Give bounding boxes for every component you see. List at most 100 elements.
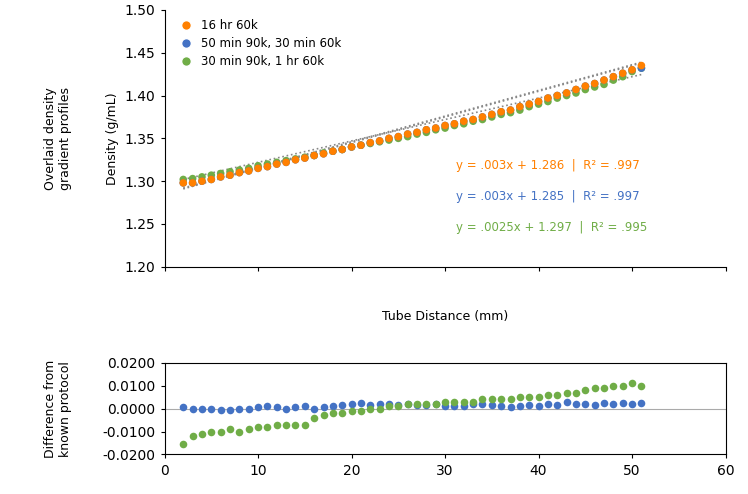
- Point: [242, 165, 254, 172]
- Point: [271, 160, 283, 168]
- Point: [261, 160, 273, 168]
- Point: [626, 379, 638, 387]
- Point: [337, 409, 349, 417]
- Point: [337, 146, 349, 154]
- Point: [533, 402, 545, 410]
- Point: [476, 400, 488, 408]
- Point: [589, 80, 601, 87]
- Point: [215, 173, 227, 181]
- Point: [355, 141, 367, 149]
- Point: [205, 175, 217, 183]
- Point: [337, 146, 349, 154]
- Point: [467, 116, 479, 124]
- Point: [177, 179, 189, 187]
- Point: [504, 404, 516, 412]
- Point: [392, 133, 404, 141]
- Point: [252, 165, 264, 172]
- Point: [467, 400, 479, 408]
- Point: [429, 124, 441, 132]
- Point: [589, 80, 601, 87]
- Point: [317, 150, 329, 158]
- Point: [346, 407, 358, 415]
- Point: [196, 177, 208, 185]
- Point: [420, 126, 432, 134]
- Point: [215, 173, 227, 181]
- Point: [337, 146, 349, 154]
- Point: [327, 409, 339, 417]
- Point: [224, 168, 236, 176]
- Point: [261, 163, 273, 170]
- Point: [542, 391, 554, 399]
- Point: [448, 120, 460, 128]
- Point: [570, 85, 582, 93]
- Point: [233, 428, 245, 436]
- Point: [327, 147, 339, 155]
- Point: [289, 421, 301, 429]
- Point: [635, 382, 647, 390]
- Point: [205, 428, 217, 436]
- Point: [289, 404, 301, 412]
- Point: [635, 64, 647, 72]
- Point: [233, 168, 245, 176]
- Point: [495, 396, 507, 404]
- Legend: 16 hr 60k, 50 min 90k, 30 min 60k, 30 min 90k, 1 hr 60k: 16 hr 60k, 50 min 90k, 30 min 60k, 30 mi…: [171, 16, 345, 71]
- Point: [355, 141, 367, 149]
- Point: [383, 402, 395, 410]
- Point: [579, 82, 591, 90]
- Point: [364, 405, 376, 412]
- Point: [373, 405, 386, 412]
- Point: [589, 401, 601, 409]
- Point: [598, 76, 610, 84]
- Point: [233, 166, 245, 174]
- Point: [486, 111, 498, 119]
- Point: [495, 108, 507, 116]
- Point: [271, 160, 283, 168]
- Point: [458, 402, 470, 410]
- Point: [514, 393, 526, 401]
- Point: [364, 401, 376, 409]
- Point: [308, 152, 320, 160]
- Point: [458, 120, 470, 128]
- Point: [215, 406, 227, 413]
- Point: [317, 404, 329, 412]
- Point: [224, 406, 236, 413]
- Point: [561, 398, 573, 406]
- Point: [598, 81, 610, 88]
- Point: [429, 126, 441, 134]
- Point: [551, 91, 563, 99]
- Point: [542, 94, 554, 102]
- Point: [308, 152, 320, 160]
- Point: [448, 402, 460, 410]
- Point: [635, 62, 647, 70]
- Point: [383, 400, 395, 408]
- Point: [252, 423, 264, 431]
- Point: [233, 405, 245, 412]
- Point: [317, 412, 329, 419]
- Point: [373, 137, 386, 145]
- Point: [298, 154, 311, 162]
- Point: [467, 398, 479, 406]
- Point: [607, 400, 619, 408]
- Point: [589, 384, 601, 392]
- Point: [261, 163, 273, 170]
- Point: [392, 133, 404, 141]
- Point: [448, 122, 460, 129]
- Point: [364, 139, 376, 147]
- Point: [561, 89, 573, 97]
- Point: [467, 116, 479, 124]
- Point: [280, 157, 292, 165]
- Text: y = .0025x + 1.297  |  R² = .995: y = .0025x + 1.297 | R² = .995: [456, 221, 648, 234]
- Point: [626, 66, 638, 74]
- Point: [346, 143, 358, 151]
- Point: [271, 421, 283, 429]
- Point: [514, 106, 526, 114]
- Point: [242, 425, 254, 433]
- Point: [486, 401, 498, 409]
- Point: [298, 153, 311, 161]
- Text: y = .003x + 1.286  |  R² = .997: y = .003x + 1.286 | R² = .997: [456, 159, 640, 172]
- Point: [616, 399, 628, 407]
- Point: [252, 404, 264, 412]
- Point: [486, 111, 498, 119]
- Point: [486, 396, 498, 404]
- Point: [542, 400, 554, 408]
